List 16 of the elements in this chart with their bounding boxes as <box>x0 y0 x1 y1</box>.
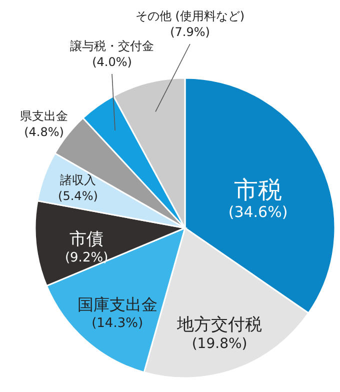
data-label: (34.6%) <box>228 203 288 222</box>
slice-label: 市税 <box>234 176 282 204</box>
slice-label: 国庫支出金 <box>77 294 158 314</box>
data-label: (5.4%) <box>58 188 98 203</box>
data-label: (19.8%) <box>192 336 248 352</box>
data-label: (14.3%) <box>92 316 144 331</box>
data-label: (9.2%) <box>64 250 108 266</box>
slice-label: 譲与税・交付金 <box>70 39 154 54</box>
slice-label: 地方交付税 <box>176 314 262 335</box>
slice-label: その他 (使用料など) <box>135 9 245 24</box>
slice-label: 諸収入 <box>60 172 96 187</box>
data-label: (4.8%) <box>24 125 64 140</box>
data-label: (4.0%) <box>92 55 132 70</box>
data-label: (7.9%) <box>170 25 210 40</box>
slice-label: 市債 <box>70 230 104 250</box>
slice-label: 県支出金 <box>20 109 68 124</box>
